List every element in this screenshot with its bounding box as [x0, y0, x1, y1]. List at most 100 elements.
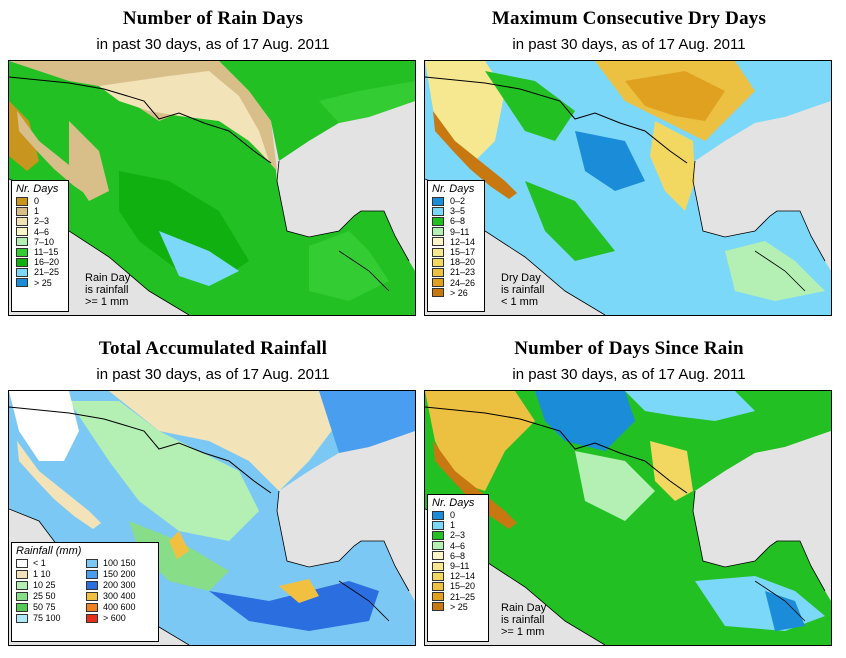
legend-row: 0 — [432, 510, 484, 520]
legend-row: 9–11 — [432, 561, 484, 571]
legend-label: 0 — [450, 510, 456, 521]
map-dry-days: Nr. Days 0–2 3–5 6–8 9–11 12–14 15–17 18–20 21–… — [424, 60, 832, 316]
legend-label: 12–14 — [450, 236, 476, 247]
us-mexico-border — [9, 76, 272, 164]
legend-label: 1 — [450, 520, 456, 531]
legend-label: 21–25 — [34, 267, 60, 278]
legend-swatch — [432, 247, 444, 257]
legend-swatch — [86, 558, 98, 568]
legend-swatch — [16, 247, 28, 257]
legend-swatch — [16, 278, 28, 288]
panel-accum-rain: Total Accumulated Rainfall in past 30 da… — [8, 330, 418, 658]
legend-swatch — [432, 267, 444, 277]
panel-subtitle: in past 30 days, as of 17 Aug. 2011 — [512, 366, 746, 383]
legend-row: 1 — [432, 520, 484, 530]
legend-label: 4–6 — [34, 226, 50, 237]
legend-row: 7–10 — [16, 237, 64, 247]
legend-row: 4–6 — [432, 541, 484, 551]
legend-row: 0 — [16, 196, 64, 206]
legend-swatch — [16, 206, 28, 216]
legend-swatch — [16, 196, 28, 206]
legend-swatch — [86, 580, 98, 590]
panel-subtitle: in past 30 days, as of 17 Aug. 2011 — [96, 366, 330, 383]
legend-swatch — [432, 510, 444, 520]
legend-swatch — [432, 237, 444, 247]
legend-since-rain: Nr. Days 0 1 2–3 4–6 6–8 9–11 12–14 15–20 21–25 >… — [427, 494, 489, 642]
legend-label: 9–11 — [450, 226, 470, 237]
legend-label: 6–8 — [450, 216, 466, 227]
legend-swatch — [432, 581, 444, 591]
baja-peninsula — [17, 111, 101, 199]
legend-label: 0 — [34, 196, 40, 207]
legend-label: 50 75 — [33, 602, 56, 612]
legend-label: 16–20 — [34, 257, 60, 268]
legend-swatch — [432, 592, 444, 602]
legend-swatch — [86, 591, 98, 601]
panel-title: Maximum Consecutive Dry Days — [491, 8, 767, 29]
legend-row: 2–3 — [16, 216, 64, 226]
legend-swatch — [432, 288, 444, 298]
legend-row: > 26 — [432, 288, 480, 298]
legend-label: 2–3 — [450, 530, 466, 541]
map-graphic — [9, 61, 415, 315]
legend-row: 12–14 — [432, 571, 484, 581]
legend-row: 0–2 — [432, 196, 480, 206]
legend-swatch — [86, 602, 98, 612]
legend-label: 0–2 — [450, 196, 466, 207]
legend-label: 100 150 — [103, 558, 136, 568]
legend-row: 9–11 — [432, 227, 480, 237]
legend-row: 15–20 — [432, 581, 484, 591]
gulf-of-mexico — [277, 101, 415, 237]
legend-swatch — [86, 613, 98, 623]
legend-row: > 25 — [432, 602, 484, 612]
legend-row: 16–20 — [16, 257, 64, 267]
legend-label: 3–5 — [450, 206, 466, 217]
legend-swatch — [16, 558, 28, 568]
legend-label: > 26 — [450, 287, 468, 298]
legend-row: 12–14 — [432, 237, 480, 247]
legend-label: 15–17 — [450, 247, 476, 258]
legend-label: 4–6 — [450, 540, 466, 551]
legend-label: 25 50 — [33, 591, 56, 601]
legend-title: Nr. Days — [432, 183, 475, 195]
legend-swatch — [16, 580, 28, 590]
legend-swatch — [432, 227, 444, 237]
legend-label: > 25 — [450, 601, 468, 612]
legend-label: 24–26 — [450, 277, 476, 288]
legend-label: > 600 — [103, 613, 126, 623]
legend-label: > 25 — [34, 277, 52, 288]
legend-swatch — [432, 541, 444, 551]
legend-label: 200 300 — [103, 580, 136, 590]
legend-label: 7–10 — [34, 236, 55, 247]
legend-title: Rainfall (mm) — [16, 545, 82, 557]
legend-swatch — [16, 602, 28, 612]
legend-row: 21–23 — [432, 267, 480, 277]
panel-subtitle: in past 30 days, as of 17 Aug. 2011 — [512, 36, 746, 53]
legend-label: 1 — [34, 206, 40, 217]
legend-row: 3–5 — [432, 206, 480, 216]
legend-swatch — [16, 227, 28, 237]
legend-label: 15–20 — [450, 581, 476, 592]
legend-row: 4–6 — [16, 227, 64, 237]
panel-dry-days: Maximum Consecutive Dry Days in past 30 … — [424, 0, 834, 328]
legend-label: 300 400 — [103, 591, 136, 601]
legend-swatch — [432, 206, 444, 216]
legend-swatch — [432, 278, 444, 288]
legend-label: 21–23 — [450, 267, 476, 278]
legend-swatch — [432, 520, 444, 530]
legend-title: Nr. Days — [16, 183, 59, 195]
map-graphic — [9, 391, 415, 645]
rain-day-note: Rain Day is rainfall >= 1 mm — [85, 272, 131, 308]
legend-row: 15–17 — [432, 247, 480, 257]
legend-row: 2–3 — [432, 530, 484, 540]
legend-row: 21–25 — [432, 592, 484, 602]
legend-label: 400 600 — [103, 602, 136, 612]
legend-label: 21–25 — [450, 591, 476, 602]
legend-row: 11–15 — [16, 247, 64, 257]
legend-row: > 25 — [16, 278, 64, 288]
legend-swatch — [432, 551, 444, 561]
legend-row: 6–8 — [432, 551, 484, 561]
legend-swatch — [432, 196, 444, 206]
legend-swatch — [86, 569, 98, 579]
legend-label: 9–11 — [450, 561, 470, 572]
